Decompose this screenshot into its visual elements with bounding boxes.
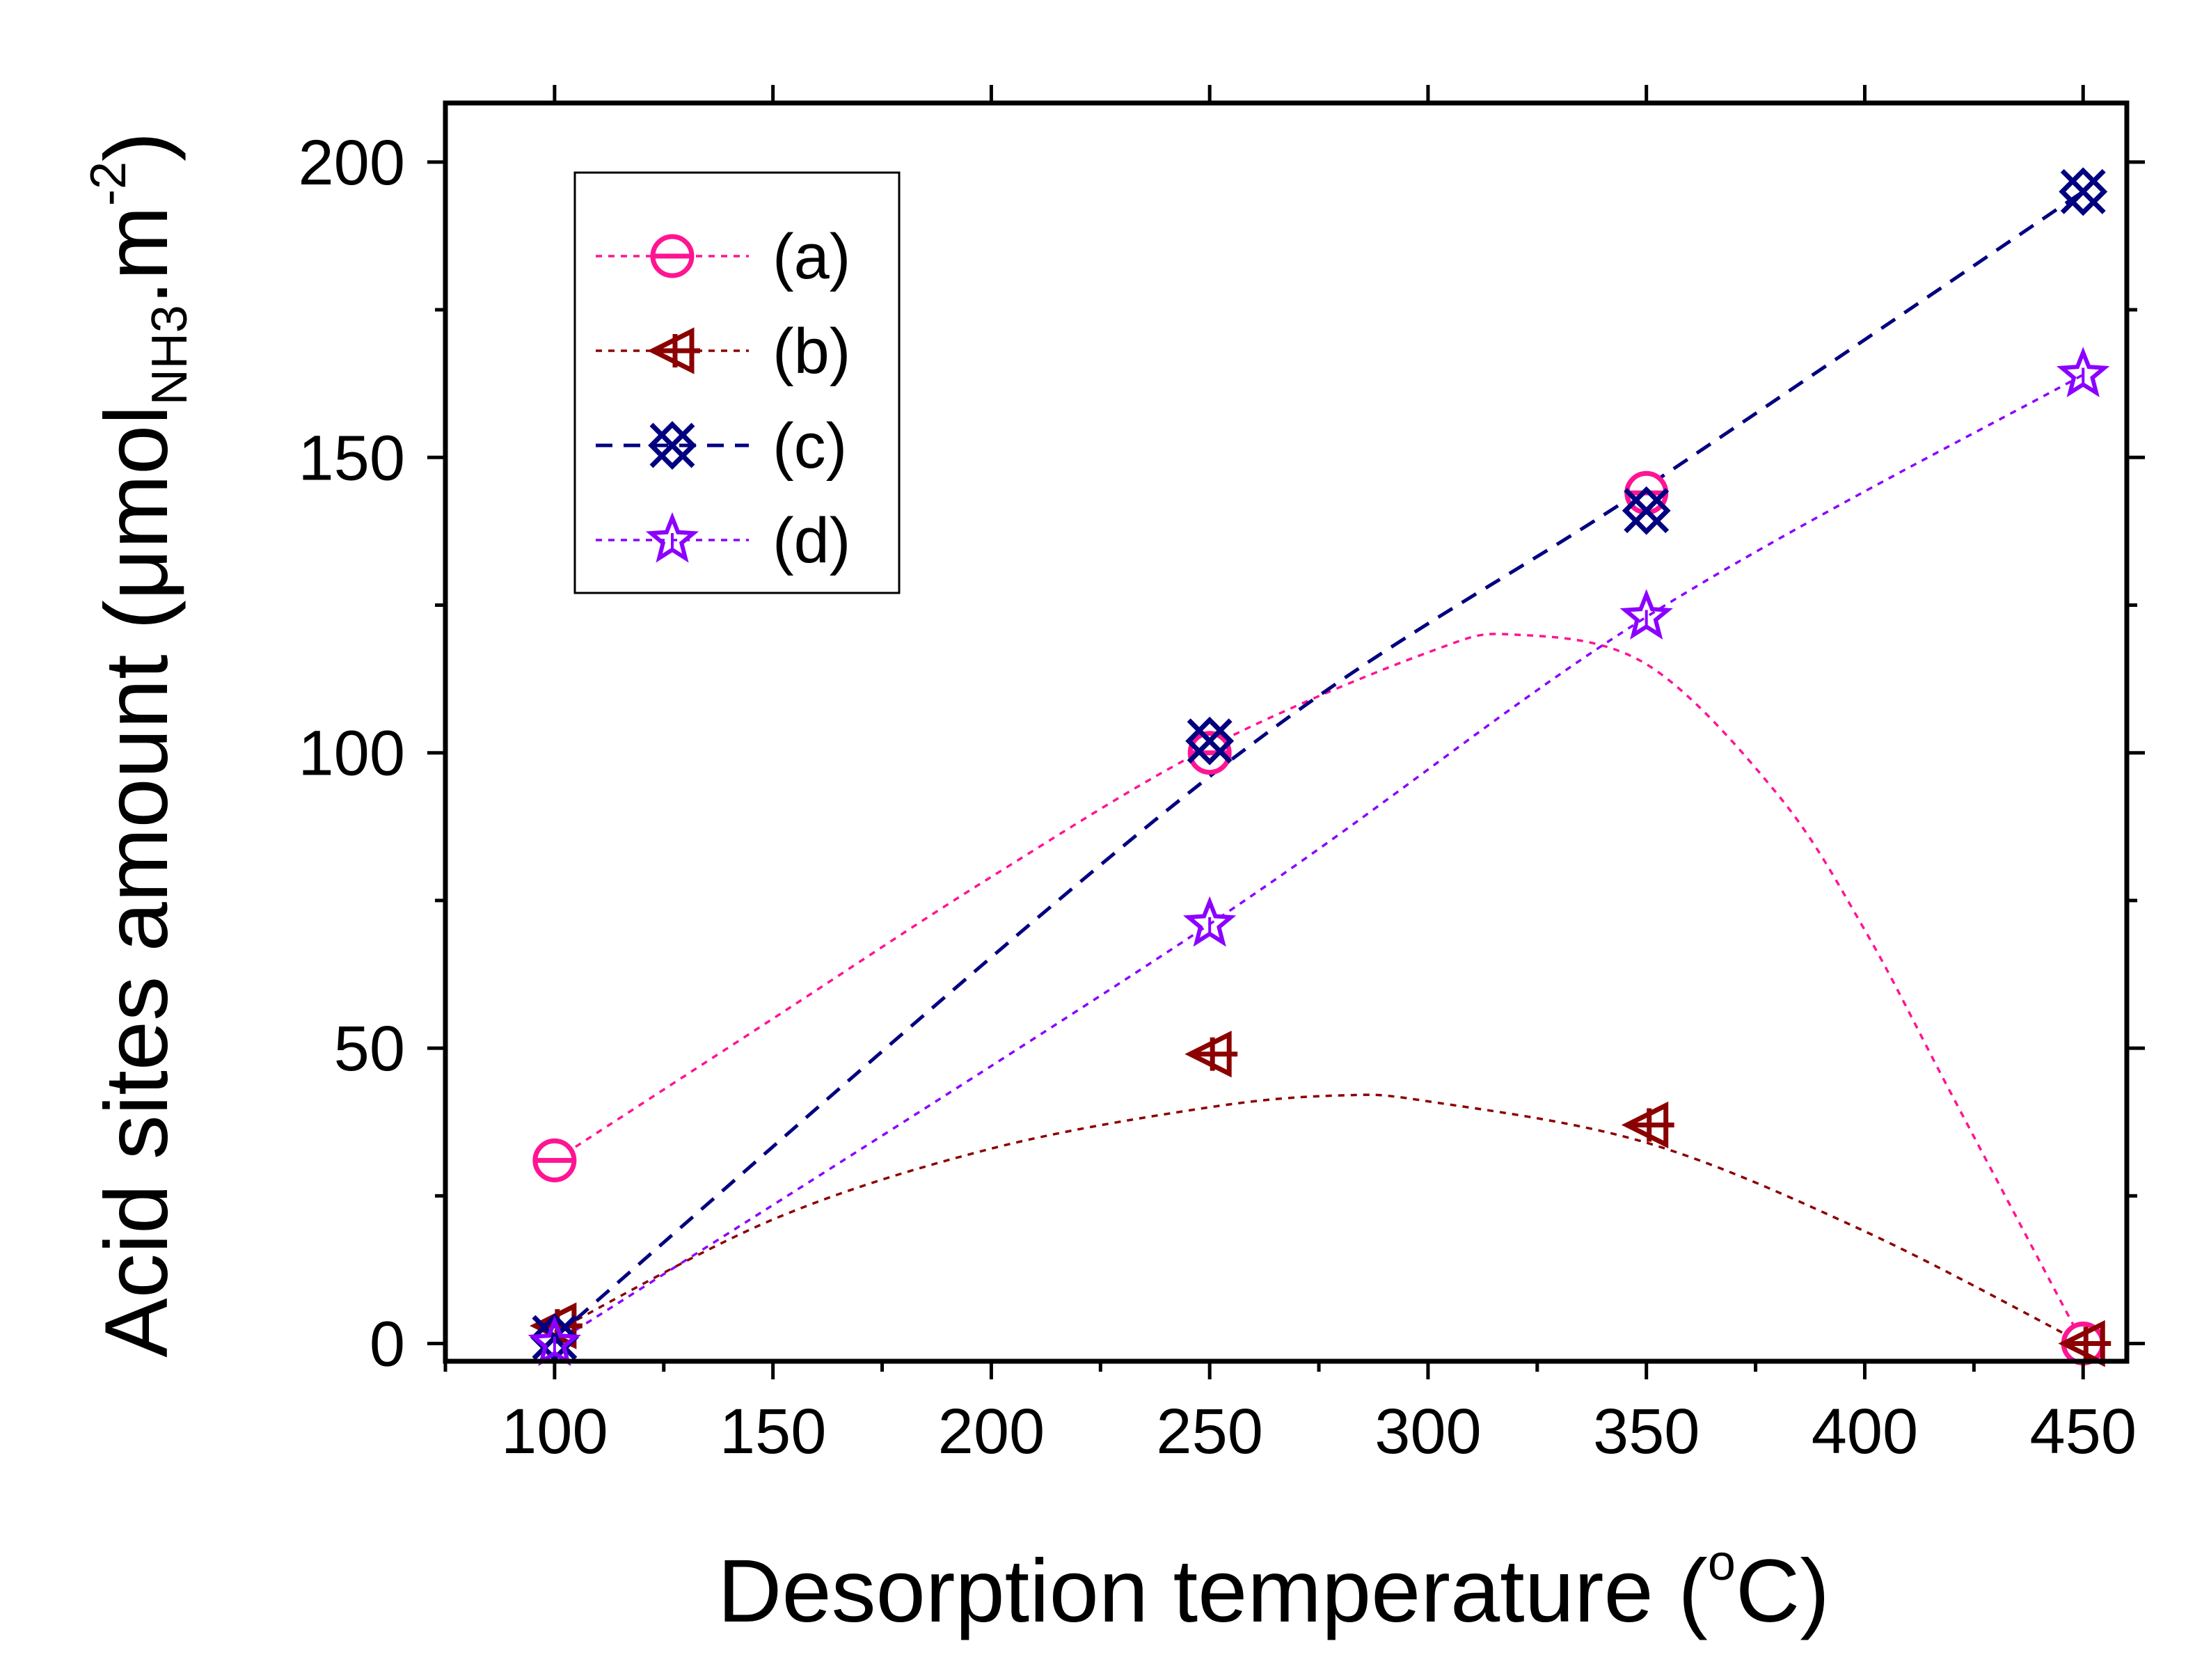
plot-area-frame <box>443 100 2130 1364</box>
fit-curves <box>553 190 2084 1345</box>
legend-label-2: (b) <box>772 316 850 387</box>
y-tick-label: 50 <box>334 1013 405 1084</box>
x-tick-label: 450 <box>2029 1396 2137 1467</box>
legend-label-4: (d) <box>772 505 850 576</box>
fit-curve-3 <box>553 190 2084 1339</box>
x-tick-label: 250 <box>1156 1396 1263 1467</box>
fit-curve-4 <box>553 373 2084 1345</box>
y-tick-label: 150 <box>299 422 406 493</box>
axis-ticks: 100 150 200 250 300 350 400 450 0 50 100 150 200 <box>299 85 2145 1467</box>
x-tick-label: 100 <box>501 1396 608 1467</box>
legend-label-1: (a) <box>772 221 850 292</box>
data-point-1-1 <box>532 1138 577 1182</box>
data-point-4-3 <box>1619 589 1673 640</box>
data-point-4-1 <box>528 1315 581 1366</box>
fit-curve-2 <box>554 1093 2084 1345</box>
y-tick-label: 200 <box>299 127 406 198</box>
fit-curve-1 <box>553 633 2084 1345</box>
y-tick-label: 0 <box>370 1309 405 1380</box>
legend: (a) (b) (c) (d) <box>573 171 901 594</box>
data-point-4-4 <box>2057 347 2110 397</box>
data-point-3-4 <box>2059 167 2108 216</box>
x-tick-label: 300 <box>1374 1396 1482 1467</box>
legend-items: (a) (b) (c) (d) <box>596 221 850 576</box>
data-point-2-4 <box>2058 1320 2111 1368</box>
data-point-3-2 <box>1185 716 1235 766</box>
x-tick-label: 400 <box>1812 1396 1919 1467</box>
legend-marker-2 <box>647 327 700 374</box>
data-point-2-3 <box>1621 1101 1674 1149</box>
data-point-3-3 <box>1622 486 1671 535</box>
x-tick-label: 200 <box>938 1396 1045 1467</box>
x-axis-title: Desorption temperature (oC) <box>718 1535 1830 1641</box>
data-point-4-2 <box>1182 896 1237 947</box>
legend-label-3: (c) <box>772 411 847 482</box>
x-tick-label: 350 <box>1593 1396 1700 1467</box>
legend-marker-1 <box>650 234 695 278</box>
legend-marker-4 <box>645 512 699 563</box>
x-tick-label: 150 <box>720 1396 827 1467</box>
data-point-2-2 <box>1184 1030 1238 1078</box>
y-axis-title: Acid sites amount (μmolNH3.m-2) <box>81 132 198 1357</box>
legend-marker-3 <box>648 421 697 470</box>
data-markers <box>528 167 2111 1368</box>
y-tick-label: 100 <box>299 718 406 789</box>
legend-box <box>573 171 901 594</box>
